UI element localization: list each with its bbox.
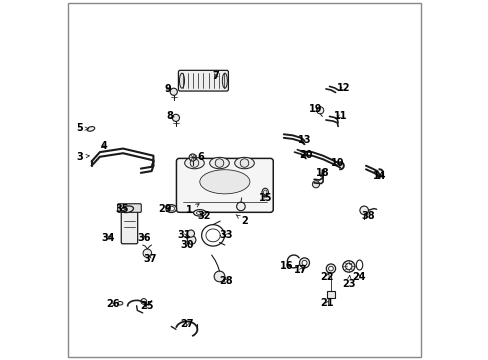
Circle shape (170, 88, 177, 95)
Ellipse shape (342, 261, 354, 272)
Text: 6: 6 (193, 152, 204, 162)
Circle shape (316, 107, 323, 114)
Text: 23: 23 (342, 275, 355, 289)
Text: 30: 30 (180, 240, 194, 250)
Ellipse shape (262, 188, 268, 197)
Text: 8: 8 (166, 111, 174, 121)
Text: 37: 37 (143, 254, 156, 264)
Text: 11: 11 (333, 111, 347, 121)
Circle shape (189, 154, 196, 161)
Text: 32: 32 (197, 211, 211, 221)
Text: 7: 7 (212, 71, 219, 81)
FancyBboxPatch shape (176, 158, 273, 212)
Circle shape (215, 159, 224, 167)
Text: 31: 31 (177, 230, 191, 240)
Ellipse shape (121, 206, 133, 213)
Text: 27: 27 (180, 319, 194, 329)
Ellipse shape (234, 157, 254, 169)
Text: 25: 25 (140, 301, 154, 311)
Ellipse shape (299, 258, 309, 268)
Circle shape (187, 236, 196, 244)
Text: 2: 2 (236, 215, 247, 226)
Ellipse shape (356, 260, 362, 270)
Circle shape (236, 202, 244, 211)
Text: 16: 16 (279, 261, 293, 271)
FancyBboxPatch shape (121, 211, 138, 244)
Text: 19: 19 (308, 104, 321, 114)
Text: 28: 28 (219, 276, 232, 286)
Text: 14: 14 (372, 171, 386, 181)
Ellipse shape (168, 206, 174, 211)
Circle shape (312, 181, 319, 188)
Text: 10: 10 (331, 158, 344, 168)
Text: 12: 12 (336, 83, 350, 93)
Ellipse shape (328, 266, 333, 271)
Ellipse shape (263, 190, 266, 195)
Circle shape (172, 114, 179, 121)
Text: 1: 1 (185, 204, 199, 215)
Text: 20: 20 (299, 150, 312, 160)
Circle shape (214, 271, 224, 282)
Circle shape (240, 159, 248, 167)
Text: 36: 36 (138, 233, 151, 243)
Text: 18: 18 (316, 168, 329, 178)
Ellipse shape (87, 127, 95, 131)
Ellipse shape (325, 264, 335, 273)
Circle shape (143, 249, 151, 257)
Ellipse shape (165, 204, 176, 212)
Text: 5: 5 (76, 123, 88, 133)
FancyBboxPatch shape (178, 70, 228, 91)
Text: 15: 15 (259, 193, 272, 203)
Text: 22: 22 (320, 272, 333, 282)
Text: 13: 13 (297, 135, 311, 145)
FancyBboxPatch shape (118, 204, 141, 212)
Ellipse shape (193, 210, 205, 216)
Ellipse shape (117, 301, 122, 305)
Ellipse shape (209, 157, 229, 169)
Ellipse shape (222, 73, 227, 88)
Text: 4: 4 (101, 141, 108, 151)
Text: 35: 35 (115, 204, 129, 214)
Circle shape (141, 298, 146, 304)
Ellipse shape (200, 170, 249, 194)
Text: 33: 33 (219, 230, 232, 240)
Circle shape (359, 206, 367, 215)
Text: 29: 29 (158, 204, 172, 214)
Text: 26: 26 (106, 299, 120, 309)
Text: 34: 34 (101, 233, 115, 243)
Circle shape (187, 230, 194, 237)
Bar (326, 292, 335, 298)
Text: 24: 24 (351, 272, 365, 282)
Ellipse shape (179, 73, 184, 88)
Text: 3: 3 (76, 152, 89, 162)
Text: 38: 38 (360, 211, 374, 221)
Circle shape (190, 159, 198, 167)
Ellipse shape (184, 157, 204, 169)
Ellipse shape (345, 263, 351, 270)
Ellipse shape (196, 211, 203, 215)
Text: 9: 9 (164, 84, 171, 94)
Text: 17: 17 (294, 265, 307, 275)
Text: 21: 21 (320, 298, 333, 308)
Ellipse shape (302, 260, 306, 265)
